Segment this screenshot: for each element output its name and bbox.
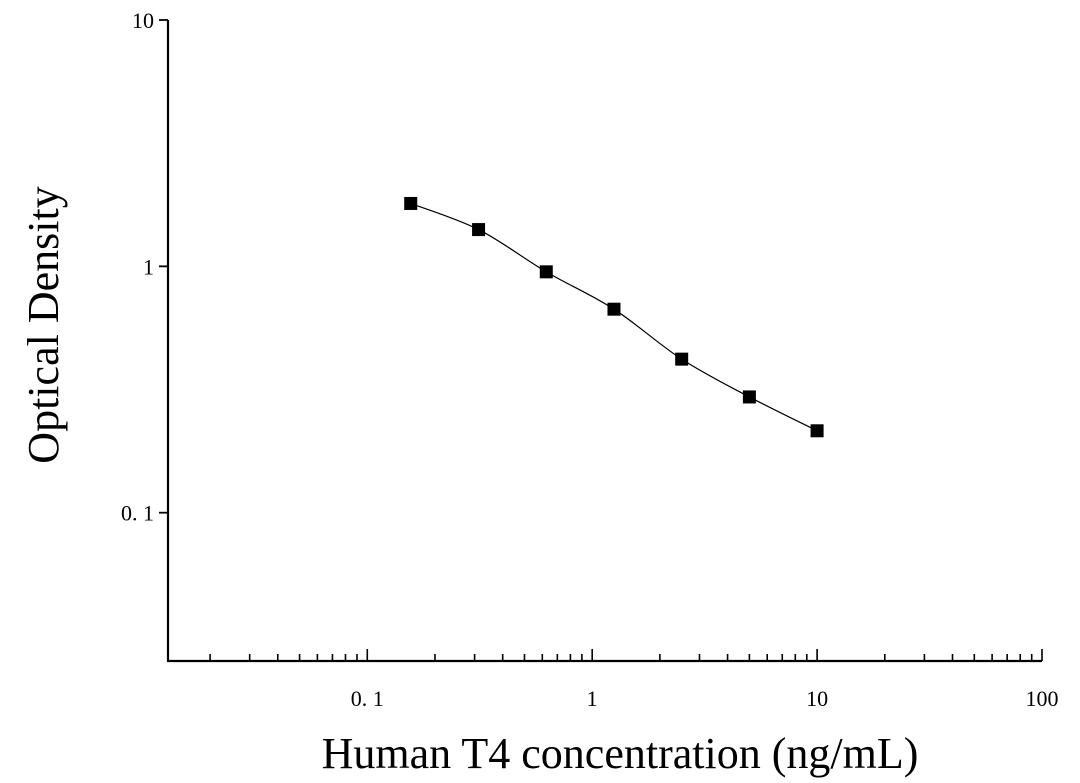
fit-curve — [410, 202, 818, 432]
y-tick-label: 10 — [132, 8, 154, 33]
data-point — [472, 223, 486, 237]
axes — [166, 20, 1042, 663]
data-point — [675, 352, 689, 366]
y-tick-label: 0. 1 — [121, 501, 154, 526]
x-axis-title: Human T4 concentration (ng/mL) — [322, 729, 919, 778]
data-points — [404, 196, 824, 438]
data-point — [810, 424, 824, 438]
x-tick-label: 1 — [587, 686, 598, 711]
data-point — [742, 390, 756, 404]
data-point — [539, 265, 553, 279]
x-tick-label: 10 — [806, 686, 828, 711]
tick-labels: 0. 1 1 10 100 10 1 0. 1 — [121, 8, 1059, 711]
data-point — [404, 196, 418, 210]
x-tick-label: 100 — [1026, 686, 1059, 711]
y-tick-label: 1 — [143, 254, 154, 279]
y-axis-title: Optical Density — [19, 186, 68, 463]
data-point — [607, 302, 621, 316]
x-tick-label: 0. 1 — [351, 686, 384, 711]
ticks — [159, 19, 1043, 661]
